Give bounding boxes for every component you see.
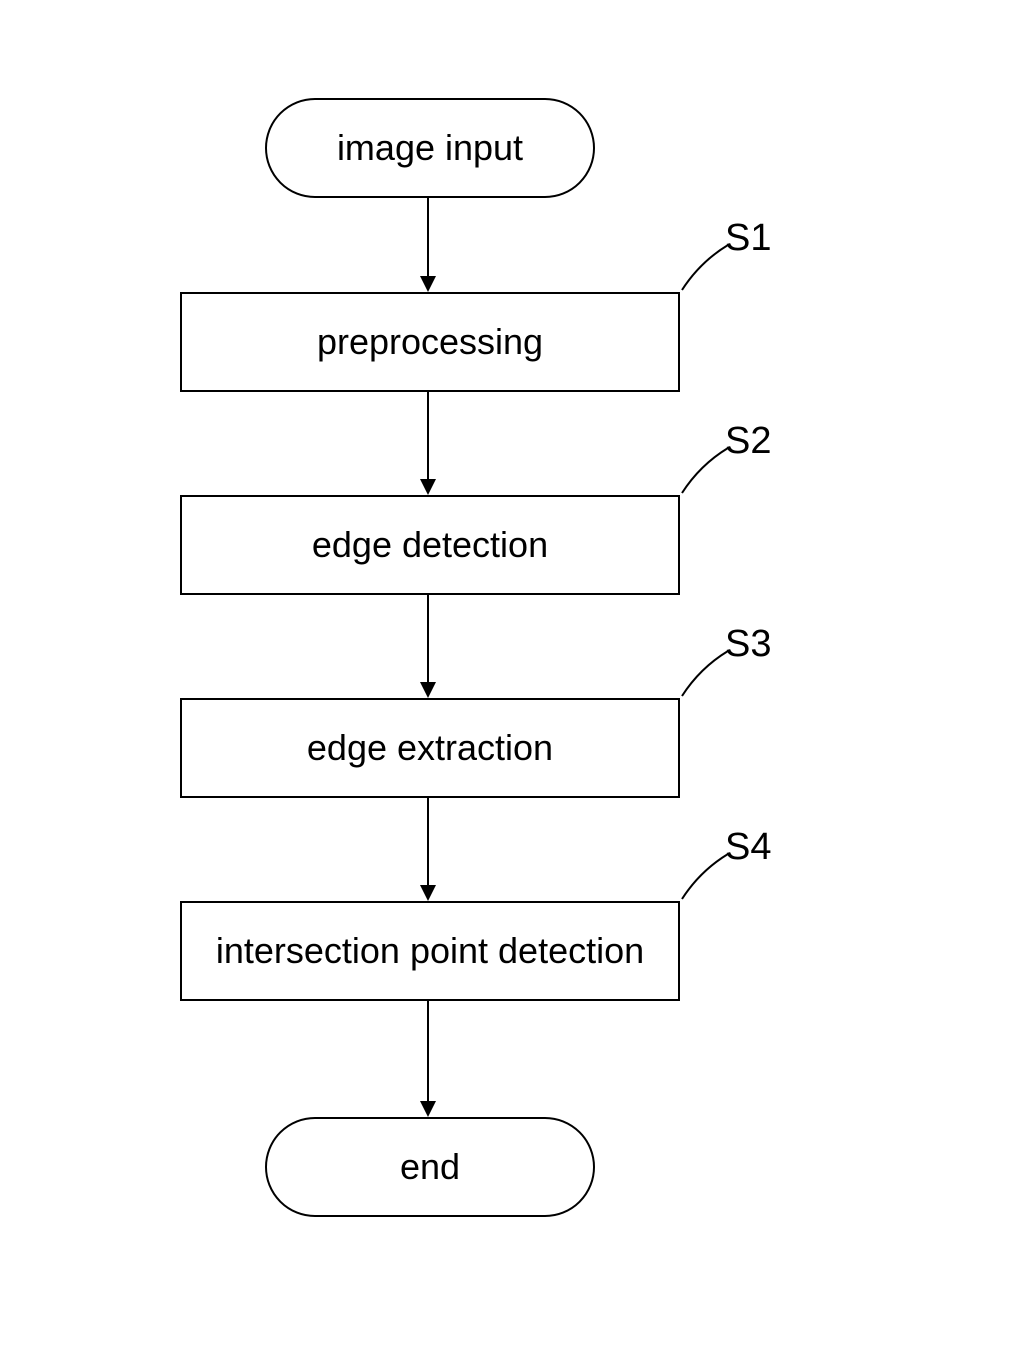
flowchart-container: image input preprocessing S1 edge detect… [0, 0, 1023, 1345]
process-s4: intersection point detection [180, 901, 680, 1001]
process-s1: preprocessing [180, 292, 680, 392]
process-s2: edge detection [180, 495, 680, 595]
arrow-s1-s2 [410, 392, 450, 495]
step-label-s2: S2 [725, 420, 771, 463]
process-s2-label: edge detection [312, 524, 548, 566]
arrow-s3-s4 [410, 798, 450, 901]
process-s3-label: edge extraction [307, 727, 553, 769]
step-label-s4: S4 [725, 826, 771, 869]
process-s1-label: preprocessing [317, 321, 543, 363]
arrow-s2-s3 [410, 595, 450, 698]
arrow-s4-end [410, 1001, 450, 1117]
process-s4-label: intersection point detection [216, 930, 644, 972]
start-label: image input [337, 127, 523, 169]
step-label-s1: S1 [725, 217, 771, 260]
end-label: end [400, 1146, 460, 1188]
start-node: image input [265, 98, 595, 198]
process-s3: edge extraction [180, 698, 680, 798]
end-node: end [265, 1117, 595, 1217]
arrow-start-s1 [410, 198, 450, 292]
step-label-s3: S3 [725, 623, 771, 666]
